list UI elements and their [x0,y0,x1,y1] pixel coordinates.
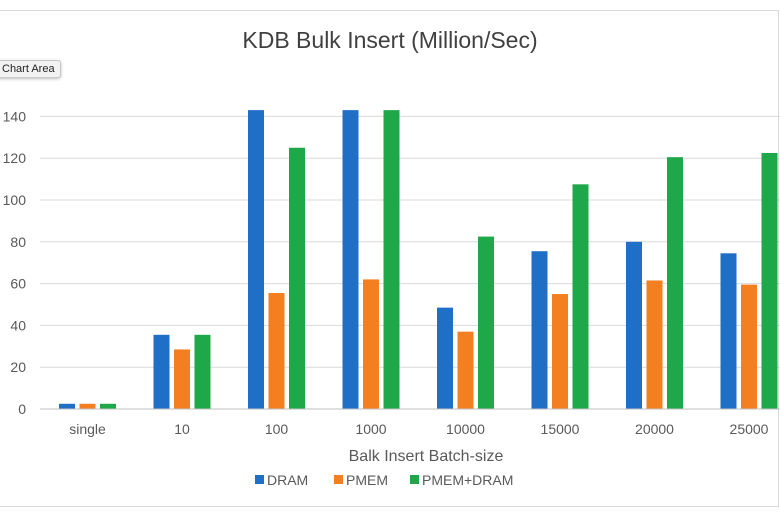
bar-dram-10000[interactable] [437,307,453,409]
x-tick-label: 25000 [730,421,769,437]
y-tick-label: 80 [10,234,26,250]
y-tick-label: 40 [10,317,26,333]
x-axis-title: Balk Insert Batch-size [349,448,504,465]
y-tick-label: 60 [10,276,26,292]
bar-pmem-15000[interactable] [552,294,568,409]
bar-dram-20000[interactable] [626,241,642,409]
x-tick-label: 10 [174,421,190,437]
bar-pmem-dram-15000[interactable] [572,184,589,409]
x-tick-label: single [69,421,106,437]
chart-area-frame[interactable] [0,10,779,507]
y-axis-tick-labels: 0 20 40 60 80 100 120 140 [3,108,27,417]
bar-pmem-10[interactable] [174,349,190,409]
chart-title: KDB Bulk Insert (Million/Sec) [242,27,537,53]
bar-pmem-dram-25000[interactable] [761,152,778,409]
x-tick-label: 20000 [635,421,674,437]
bar-pmem-10000[interactable] [457,331,474,409]
chart-area-tooltip: Chart Area [0,60,61,78]
x-axis-tick-labels: single 10 100 1000 10000 15000 20000 25000 [69,421,768,437]
bar-pmem-single[interactable] [79,403,96,409]
bar-pmem-dram-10000[interactable] [478,236,494,409]
bar-pmem-25000[interactable] [741,284,757,409]
bar-pmem-dram-100[interactable] [289,147,305,409]
x-tick-label: 15000 [541,421,580,437]
legend-swatch [334,475,343,484]
legend-swatch [410,475,419,484]
x-tick-label: 1000 [355,421,386,437]
y-tick-label: 140 [3,108,27,124]
bar-pmem-dram-single[interactable] [100,403,116,409]
x-tick-label: 100 [265,421,289,437]
bar-dram-100[interactable] [248,110,264,409]
bar-pmem-20000[interactable] [646,280,663,409]
legend-swatch [255,475,264,484]
bar-dram-15000[interactable] [531,251,548,409]
y-tick-label: 120 [3,150,27,166]
bar-dram-single[interactable] [59,403,75,409]
y-tick-label: 20 [10,359,26,375]
x-tick-label: 10000 [446,421,485,437]
bars [59,110,778,409]
legend-label[interactable]: DRAM [267,472,308,488]
bar-pmem-1000[interactable] [363,279,379,409]
legend-label[interactable]: PMEM [346,472,388,488]
y-tick-label: 100 [3,192,27,208]
bar-pmem-dram-20000[interactable] [667,157,683,409]
bar-pmem-dram-1000[interactable] [383,110,400,409]
bar-pmem-dram-10[interactable] [194,334,211,409]
bar-dram-25000[interactable] [720,253,737,409]
legend[interactable]: DRAM PMEM PMEM+DRAM [255,472,513,488]
bar-dram-10[interactable] [153,334,170,409]
legend-label[interactable]: PMEM+DRAM [422,472,513,488]
bar-pmem-100[interactable] [268,293,285,409]
bar-dram-1000[interactable] [342,110,359,409]
y-tick-label: 0 [18,401,26,417]
